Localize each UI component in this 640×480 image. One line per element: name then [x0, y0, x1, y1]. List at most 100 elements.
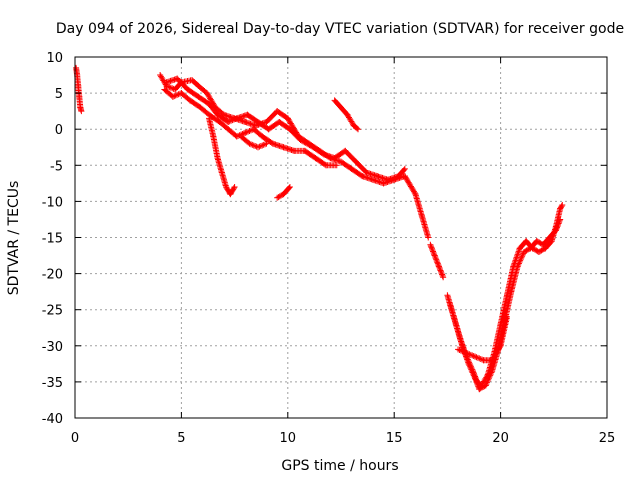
data-point-marker	[436, 264, 443, 271]
data-point-marker	[557, 216, 564, 223]
data-point-marker	[355, 126, 362, 133]
x-tick-label: 10	[280, 431, 297, 446]
data-point-marker	[472, 375, 479, 382]
data-point-marker	[488, 369, 495, 376]
data-point-marker	[470, 370, 477, 377]
data-point-marker	[256, 143, 263, 150]
data-series-sdtvar	[73, 64, 566, 393]
data-point-marker	[521, 248, 528, 255]
data-point-marker	[440, 274, 447, 281]
data-point-marker	[465, 360, 472, 367]
data-point-marker	[467, 351, 474, 358]
data-point-marker	[558, 203, 565, 210]
data-point-marker	[305, 141, 312, 148]
data-point-marker	[474, 380, 481, 387]
data-point-marker	[275, 194, 282, 201]
data-point-marker	[427, 243, 434, 250]
data-point-marker	[430, 248, 437, 255]
data-point-marker	[255, 144, 262, 151]
data-point-marker	[482, 382, 489, 389]
x-tick-label: 0	[71, 431, 79, 446]
data-point-marker	[276, 193, 283, 200]
data-point-marker	[466, 363, 473, 370]
data-point-marker	[297, 137, 304, 144]
data-point-marker	[263, 140, 270, 147]
data-point-marker	[556, 217, 563, 224]
data-point-marker	[471, 373, 478, 380]
data-point-marker	[432, 253, 439, 260]
data-point-marker	[555, 221, 562, 228]
data-point-marker	[428, 245, 435, 252]
data-point-marker	[429, 247, 436, 254]
data-point-marker	[457, 347, 464, 354]
x-axis-label: GPS time / hours	[281, 458, 398, 474]
data-point-marker	[470, 353, 477, 360]
data-point-marker	[226, 118, 233, 125]
data-point-marker	[252, 143, 259, 150]
data-point-marker	[476, 386, 483, 393]
data-point-marker	[169, 93, 176, 100]
data-point-marker	[434, 260, 441, 267]
data-point-marker	[466, 351, 473, 358]
data-point-marker	[468, 366, 475, 373]
data-point-marker	[306, 142, 313, 149]
data-segment	[163, 75, 408, 183]
data-point-marker	[262, 141, 269, 148]
data-point-marker	[484, 378, 491, 385]
y-axis-label: SDTVAR / TECUs	[6, 181, 22, 296]
data-point-marker	[235, 132, 242, 139]
data-point-marker	[469, 352, 476, 359]
data-point-marker	[430, 249, 437, 256]
data-point-marker	[483, 379, 490, 386]
data-point-marker	[434, 259, 441, 266]
data-point-marker	[172, 92, 179, 99]
data-point-marker	[536, 239, 543, 246]
data-segment	[161, 86, 340, 169]
data-point-marker	[277, 192, 284, 199]
data-point-marker	[436, 266, 443, 273]
data-point-marker	[249, 141, 256, 148]
data-point-marker	[538, 247, 545, 254]
data-point-marker	[473, 377, 480, 384]
data-point-marker	[519, 253, 526, 260]
data-point-marker	[473, 354, 480, 361]
data-point-marker	[246, 140, 253, 147]
data-point-marker	[439, 271, 446, 278]
x-tick-label: 15	[386, 431, 403, 446]
data-point-marker	[230, 116, 237, 123]
data-point-marker	[467, 365, 474, 372]
data-point-marker	[431, 251, 438, 258]
data-point-marker	[231, 183, 238, 190]
y-tick-label: -25	[42, 304, 63, 319]
data-point-marker	[260, 141, 267, 148]
data-point-marker	[456, 347, 463, 354]
data-point-marker	[257, 143, 264, 150]
y-tick-label: -30	[42, 340, 63, 355]
data-point-marker	[518, 254, 525, 261]
data-point-marker	[553, 224, 560, 231]
data-point-marker	[433, 257, 440, 264]
data-point-marker	[401, 165, 408, 172]
data-point-marker	[319, 150, 326, 157]
y-tick-label: 0	[55, 123, 63, 138]
data-point-marker	[485, 376, 492, 383]
data-segment	[73, 64, 85, 115]
data-point-marker	[428, 244, 435, 251]
data-point-marker	[459, 348, 466, 355]
data-point-marker	[472, 353, 479, 360]
data-point-marker	[358, 172, 365, 179]
data-point-marker	[473, 379, 480, 386]
data-segment	[331, 97, 362, 133]
data-point-marker	[171, 93, 178, 100]
data-point-marker	[477, 356, 484, 363]
data-point-marker	[516, 259, 523, 266]
data-point-marker	[514, 263, 521, 270]
data-point-marker	[487, 372, 494, 379]
data-point-marker	[539, 246, 546, 253]
data-point-marker	[519, 251, 526, 258]
data-point-marker	[259, 142, 266, 149]
data-point-marker	[472, 376, 479, 383]
data-point-marker	[225, 118, 232, 125]
data-segment	[206, 115, 238, 198]
